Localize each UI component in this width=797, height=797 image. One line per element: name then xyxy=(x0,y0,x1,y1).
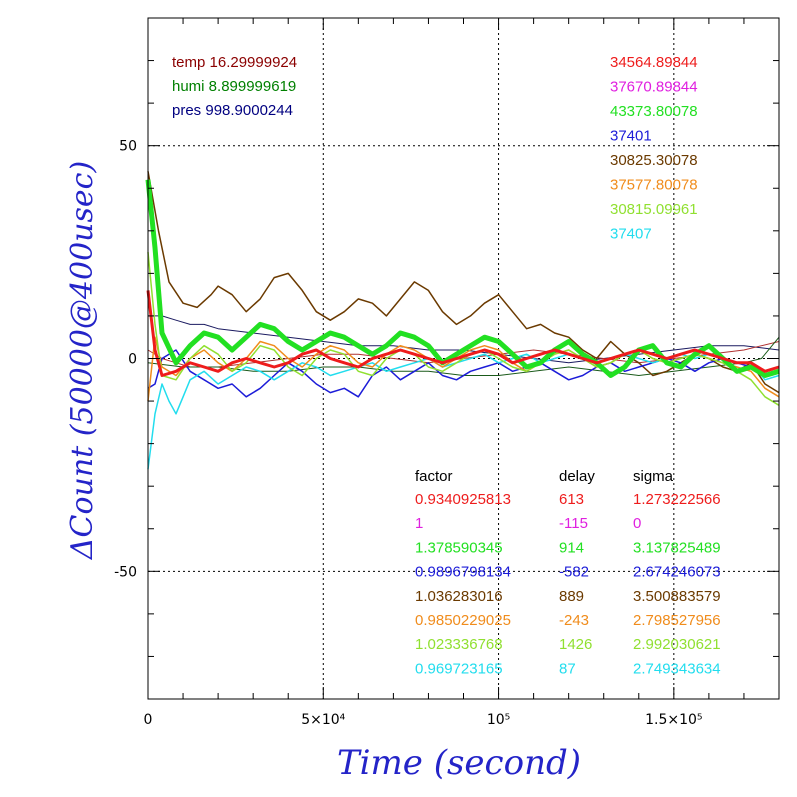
table-delay-7: 87 xyxy=(559,660,576,677)
table-sigma-2: 3.137825489 xyxy=(633,539,721,556)
table-factor-4: 1.036283016 xyxy=(415,588,503,605)
axis-ticks xyxy=(147,17,780,700)
x-tick-label-1: 5×10⁴ xyxy=(301,712,345,728)
series-line-0 xyxy=(147,171,780,394)
table-factor-7: 0.969723165 xyxy=(415,660,503,677)
series-line-2 xyxy=(146,290,780,377)
environment-entry-0: temp 16.29999924 xyxy=(172,54,297,71)
environment-legend: temp 16.29999924 humi 8.899999619 pres 998… xyxy=(172,54,297,119)
table-delay-4: 889 xyxy=(559,588,584,605)
series-line-3 xyxy=(147,349,780,398)
tick-labels: 0 5×10⁴ 10⁵ 1.5×10⁵ 50 0 -50 xyxy=(114,139,702,728)
x-tick-label-2: 10⁵ xyxy=(487,712,510,728)
table-delay-1: -115 xyxy=(559,515,588,532)
channel-entry-1: 37670.89844 xyxy=(610,79,698,96)
y-tick-label-2: -50 xyxy=(114,564,137,580)
channel-entry-4: 30825.30078 xyxy=(610,152,698,169)
environment-entry-1: humi 8.899999619 xyxy=(172,78,296,95)
table-sigma-4: 3.500883579 xyxy=(633,588,721,605)
table-header-delay: delay xyxy=(559,468,595,485)
table-sigma-1: 0 xyxy=(633,515,641,532)
x-tick-label-3: 1.5×10⁵ xyxy=(645,712,702,728)
table-factor-5: 0.9850229025 xyxy=(415,612,511,629)
channel-entry-6: 30815.09961 xyxy=(610,201,698,218)
table-delay-6: 1426 xyxy=(559,636,592,653)
table-factor-3: 0.9896798134 xyxy=(415,564,511,581)
table-header-sigma: sigma xyxy=(633,468,674,485)
x-tick-label-0: 0 xyxy=(144,712,153,728)
series-line-6 xyxy=(147,252,780,406)
table-header-factor: factor xyxy=(415,468,453,485)
series-lines xyxy=(145,171,780,470)
channel-legend: 34564.89844 37670.89844 43373.80078 37401 30… xyxy=(610,54,698,243)
table-factor-0: 0.9340925813 xyxy=(415,491,511,508)
y-tick-label-0: 50 xyxy=(119,139,137,155)
table-sigma-3: 2.674246073 xyxy=(633,564,721,581)
table-delay-2: 914 xyxy=(559,539,584,556)
table-sigma-0: 1.273222566 xyxy=(633,491,721,508)
channel-entry-3: 37401 xyxy=(610,128,652,145)
table-delay-5: -243 xyxy=(559,612,589,629)
channel-entry-5: 37577.80078 xyxy=(610,177,698,194)
channel-entry-0: 34564.89844 xyxy=(610,54,698,71)
table-factor-1: 1 xyxy=(415,515,423,532)
table-sigma-5: 2.798527956 xyxy=(633,612,721,629)
table-factor-2: 1.378590345 xyxy=(415,539,503,556)
environment-entry-2: pres 998.9000244 xyxy=(172,102,293,119)
table-factor-6: 1.023336768 xyxy=(415,636,503,653)
table-delay-3: -582 xyxy=(559,564,589,581)
table-sigma-6: 2.992030621 xyxy=(633,636,721,653)
table-sigma-7: 2.749343634 xyxy=(633,660,721,677)
channel-entry-2: 43373.80078 xyxy=(610,103,698,120)
y-tick-label-1: 0 xyxy=(128,352,137,368)
table-delay-0: 613 xyxy=(559,491,584,508)
factor-table: factor delay sigma 0.9340925813 613 1.2732… xyxy=(415,468,721,677)
series-line-1 xyxy=(145,179,780,378)
x-axis-title: Time (second) xyxy=(337,743,581,783)
y-axis-title: ΔCount (50000@400usec) xyxy=(65,161,100,560)
channel-entry-7: 37407 xyxy=(610,226,652,243)
